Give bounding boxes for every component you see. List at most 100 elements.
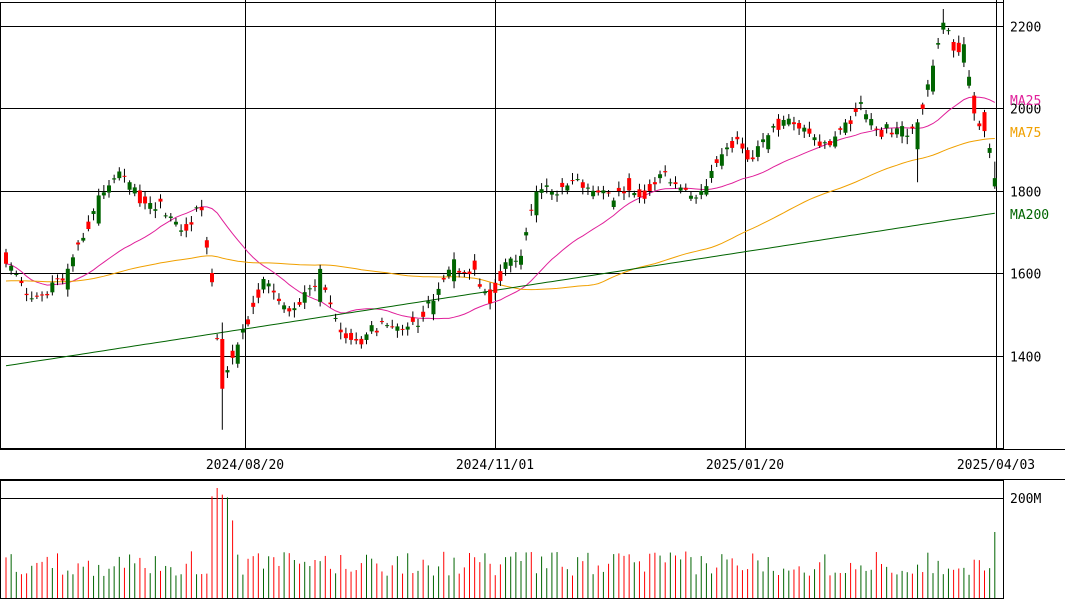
candle-body (776, 118, 781, 130)
candle-body (472, 260, 477, 270)
date-tick-label: 2025/01/20 (706, 458, 784, 473)
ma-legend-label: MA200 (1010, 208, 1049, 223)
candle-body (992, 178, 997, 187)
candle-body (915, 122, 920, 150)
candle-body (313, 285, 317, 287)
candle-body (786, 118, 791, 125)
candle-body (266, 283, 271, 287)
candle-body (791, 122, 796, 125)
candle-body (570, 180, 575, 182)
candle-body (879, 129, 884, 137)
candle-body (65, 268, 70, 290)
candle-body (678, 187, 683, 191)
price-tick-label: 1400 (1010, 351, 1041, 366)
candle-body (807, 128, 812, 134)
candle-body (251, 302, 256, 307)
candle-body (987, 148, 992, 153)
candle-body (647, 184, 652, 191)
candle-body (673, 182, 678, 185)
candle-body (112, 178, 117, 180)
candle-body (29, 298, 34, 300)
candle-body (549, 191, 554, 195)
candle-body (874, 128, 879, 130)
candle-body (668, 182, 673, 184)
price-tick-label: 2200 (1010, 21, 1041, 36)
candle-body (956, 42, 961, 53)
candle-body (194, 207, 199, 209)
candle-body (730, 141, 735, 148)
candle-body (637, 189, 642, 198)
candle-body (101, 192, 106, 196)
price-panel-frame (0, 2, 1004, 449)
price-tick-label: 2000 (1010, 103, 1041, 118)
candle-body (9, 265, 14, 271)
candle-body (585, 187, 590, 189)
candle-body (359, 338, 364, 345)
candle-body (848, 120, 853, 124)
candle-body (539, 189, 544, 193)
candle-body (292, 308, 297, 311)
candle-body (575, 179, 580, 181)
candle-body (421, 311, 426, 317)
candle-body (488, 289, 493, 304)
candle-body (967, 76, 972, 86)
candle-body (148, 203, 153, 209)
candle-body (467, 271, 472, 275)
candle-body (431, 300, 436, 315)
candle-body (452, 259, 457, 282)
date-tick-label: 2025/04/03 (957, 458, 1035, 473)
candle-body (19, 280, 24, 284)
candle-body (477, 284, 482, 287)
candle-body (76, 242, 81, 245)
candle-body (364, 334, 369, 340)
candle-body (225, 370, 230, 373)
candle-body (580, 182, 585, 188)
candle-body (210, 273, 214, 283)
candle-body (168, 216, 173, 218)
candle-body (534, 191, 539, 216)
candle-body (766, 135, 771, 150)
candle-body (416, 325, 420, 327)
price-tick-label: 1600 (1010, 268, 1041, 283)
candle-body (853, 108, 858, 112)
candle-body (503, 262, 508, 269)
candle-body (60, 278, 65, 281)
candle-body (740, 143, 745, 149)
candle-body (4, 252, 8, 264)
candle-body (745, 150, 750, 160)
candle-body (529, 209, 534, 211)
candle-body (122, 175, 127, 177)
candle-body (972, 95, 977, 114)
candle-body (591, 190, 596, 197)
candle-body (946, 30, 951, 32)
candle-body (24, 293, 29, 296)
candle-body (137, 190, 142, 204)
candle-body (688, 195, 693, 199)
candle-body (884, 124, 889, 129)
candle-body (81, 237, 86, 241)
candle-body (632, 193, 637, 196)
candle-body (338, 329, 343, 333)
candle-body (817, 141, 822, 146)
candle-body (240, 329, 245, 333)
price-tick-label: 1800 (1010, 186, 1041, 201)
candle-body (513, 260, 518, 262)
candle-body (642, 190, 647, 199)
candle-body (838, 128, 843, 130)
candle-body (812, 137, 817, 141)
candle-body (977, 123, 982, 127)
candle-body (395, 326, 400, 331)
candle-body (179, 230, 184, 232)
candle-body (107, 185, 111, 193)
candle-body (261, 278, 266, 290)
candle-body (163, 215, 168, 217)
candle-body (755, 146, 760, 157)
candle-body (565, 185, 570, 191)
candle-body (462, 272, 467, 274)
candle-body (86, 221, 91, 229)
candle-body (714, 159, 719, 163)
candle-body (920, 104, 925, 109)
candle-body (96, 195, 101, 224)
candle-body (555, 194, 560, 196)
candle-body (349, 332, 354, 340)
